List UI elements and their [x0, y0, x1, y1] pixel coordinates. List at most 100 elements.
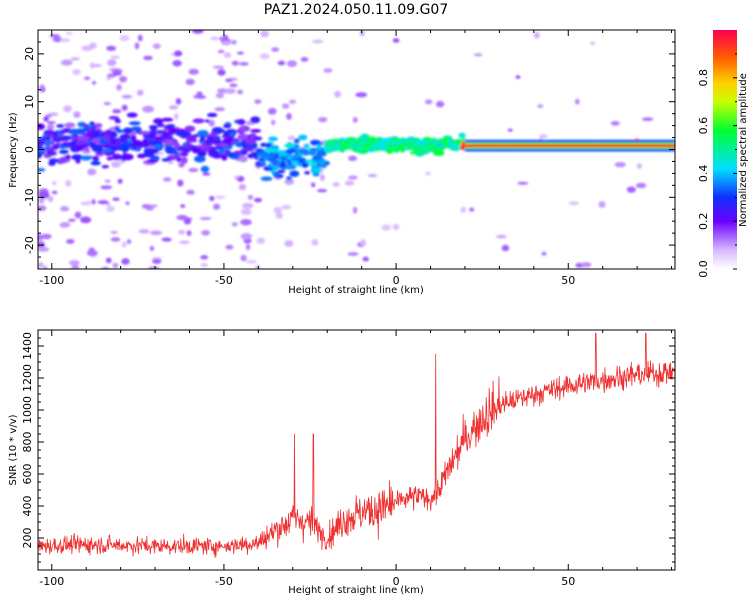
spectrogram-cell	[47, 195, 54, 203]
spectrogram-cell	[46, 124, 55, 131]
spectrogram-cell	[122, 127, 134, 134]
spectrogram-cell	[65, 154, 71, 160]
spectrogram-cell	[230, 155, 240, 160]
spectrogram-cell	[87, 168, 97, 176]
spectrogram-cell	[106, 45, 117, 51]
spectrogram-cell	[63, 105, 72, 113]
spectrogram-cell	[590, 41, 596, 46]
spectrogram-cell	[317, 189, 328, 193]
spectrogram-cell	[217, 69, 226, 76]
spectrogram-cell	[59, 38, 71, 42]
spectrogram-cell	[146, 159, 159, 163]
spectrogram-cell	[218, 149, 225, 155]
spectrogram-cell	[318, 117, 328, 123]
spectrogram-cell	[359, 30, 365, 37]
spectrogram-cell	[309, 150, 316, 156]
spectrogram-cell	[311, 239, 319, 246]
spectrogram-cell	[245, 138, 257, 145]
spectrogram-cell	[245, 244, 251, 251]
spectrogram-cell	[60, 59, 73, 66]
spectrogram-cell	[38, 246, 50, 252]
spectrogram-cell	[635, 182, 647, 189]
spectrogram-cell	[39, 84, 45, 90]
snr-frame	[37, 329, 676, 571]
spectrogram-cell	[179, 240, 190, 244]
spectrogram-cell	[58, 157, 67, 164]
spectrogram-cell	[74, 211, 82, 219]
y-tick-label: 400	[21, 496, 34, 517]
spectrogram-cell	[112, 153, 122, 161]
spectrogram-cell	[106, 205, 115, 212]
spectrogram-cell	[626, 186, 636, 193]
spectrogram-cell	[71, 154, 83, 161]
spectrogram-cell	[150, 148, 159, 155]
spectrogram-cell	[381, 144, 387, 151]
spectrogram-cell	[107, 59, 117, 67]
spectrogram-cell	[201, 229, 210, 236]
y-tick-label: -20	[23, 236, 36, 254]
spectrogram-cell	[112, 72, 122, 76]
spectrogram-cell	[473, 53, 483, 57]
spectrogram-cell	[156, 123, 165, 128]
spectrogram-cell	[110, 230, 118, 234]
spectrogram-cell	[300, 57, 309, 62]
spectrogram-cell	[70, 136, 78, 140]
spectrogram-cell	[279, 150, 287, 157]
spectrogram-cell	[580, 262, 592, 268]
spectrogram-cell	[80, 201, 92, 206]
spectrogram-cell	[352, 206, 358, 214]
spectrogram-cell	[286, 113, 292, 120]
snr-y-label: SNR (10 * v/v)	[8, 414, 19, 485]
spectrogram-cell	[176, 214, 188, 221]
y-tick-label: 800	[21, 432, 34, 453]
spectrogram-cell	[69, 128, 81, 135]
spectrogram-cell	[90, 63, 103, 68]
spectrogram-cell	[231, 39, 237, 45]
spectrogram-cell	[207, 149, 219, 154]
spectrogram-cell	[121, 94, 133, 99]
spectrogram-cell	[304, 170, 311, 175]
spectrogram-cell	[106, 76, 111, 80]
spectrogram-cell	[298, 134, 308, 141]
spectrogram-cell	[81, 45, 93, 51]
spectrogram-cell	[319, 174, 325, 181]
spectrogram-cell	[267, 158, 277, 162]
spectrogram-cell	[153, 136, 164, 141]
snr-panel: -100 -50 0 50 200 400 600 800 1000 1200 1400 Heigh…	[8, 329, 676, 596]
spectrogram-cell	[541, 251, 547, 256]
spectrogram-cell	[267, 163, 274, 168]
spectrogram-cell	[240, 232, 252, 240]
spectrogram-cell	[88, 131, 100, 138]
spectrogram-cell	[65, 179, 72, 187]
spectrogram-cell	[250, 128, 262, 133]
spectrogram-cell	[44, 139, 52, 147]
spectrogram-cell	[260, 176, 273, 182]
spectrogram-cell	[433, 150, 445, 157]
spectrogram-cell	[173, 50, 183, 57]
spectrogram-cell	[245, 259, 258, 264]
spectrogram-cell	[38, 168, 46, 172]
spectrogram-cell	[38, 241, 46, 249]
spectrogram-cell	[128, 121, 141, 126]
spectrogram-cell	[110, 237, 121, 242]
spectrogram-cell	[47, 112, 59, 116]
spectrogram-cell	[260, 30, 270, 38]
spectrogram-cell	[346, 136, 356, 142]
spectrogram-cell	[222, 138, 233, 145]
snr-ticks: -100 -50 0 50 200 400 600 800 1000 1200 1400	[21, 329, 675, 588]
spectrogram-cell	[117, 178, 123, 184]
spectrogram-cell	[168, 105, 179, 110]
spectrogram-cell	[381, 224, 392, 231]
spectrogram-cell	[264, 147, 272, 152]
spectrogram-cell	[285, 163, 297, 170]
spectrogram-cell	[123, 153, 134, 161]
spectrogram-cell	[293, 138, 300, 144]
spectrogram-cell	[225, 244, 234, 250]
spectrogram-cell	[268, 136, 278, 142]
spectrogram-cell	[255, 265, 261, 269]
x-tick-label: -50	[215, 575, 233, 588]
spectrogram-cell	[143, 55, 153, 61]
spectrogram-cell	[138, 229, 150, 234]
spectrogram-cell	[254, 197, 262, 203]
spectrogram-cell	[106, 156, 114, 161]
